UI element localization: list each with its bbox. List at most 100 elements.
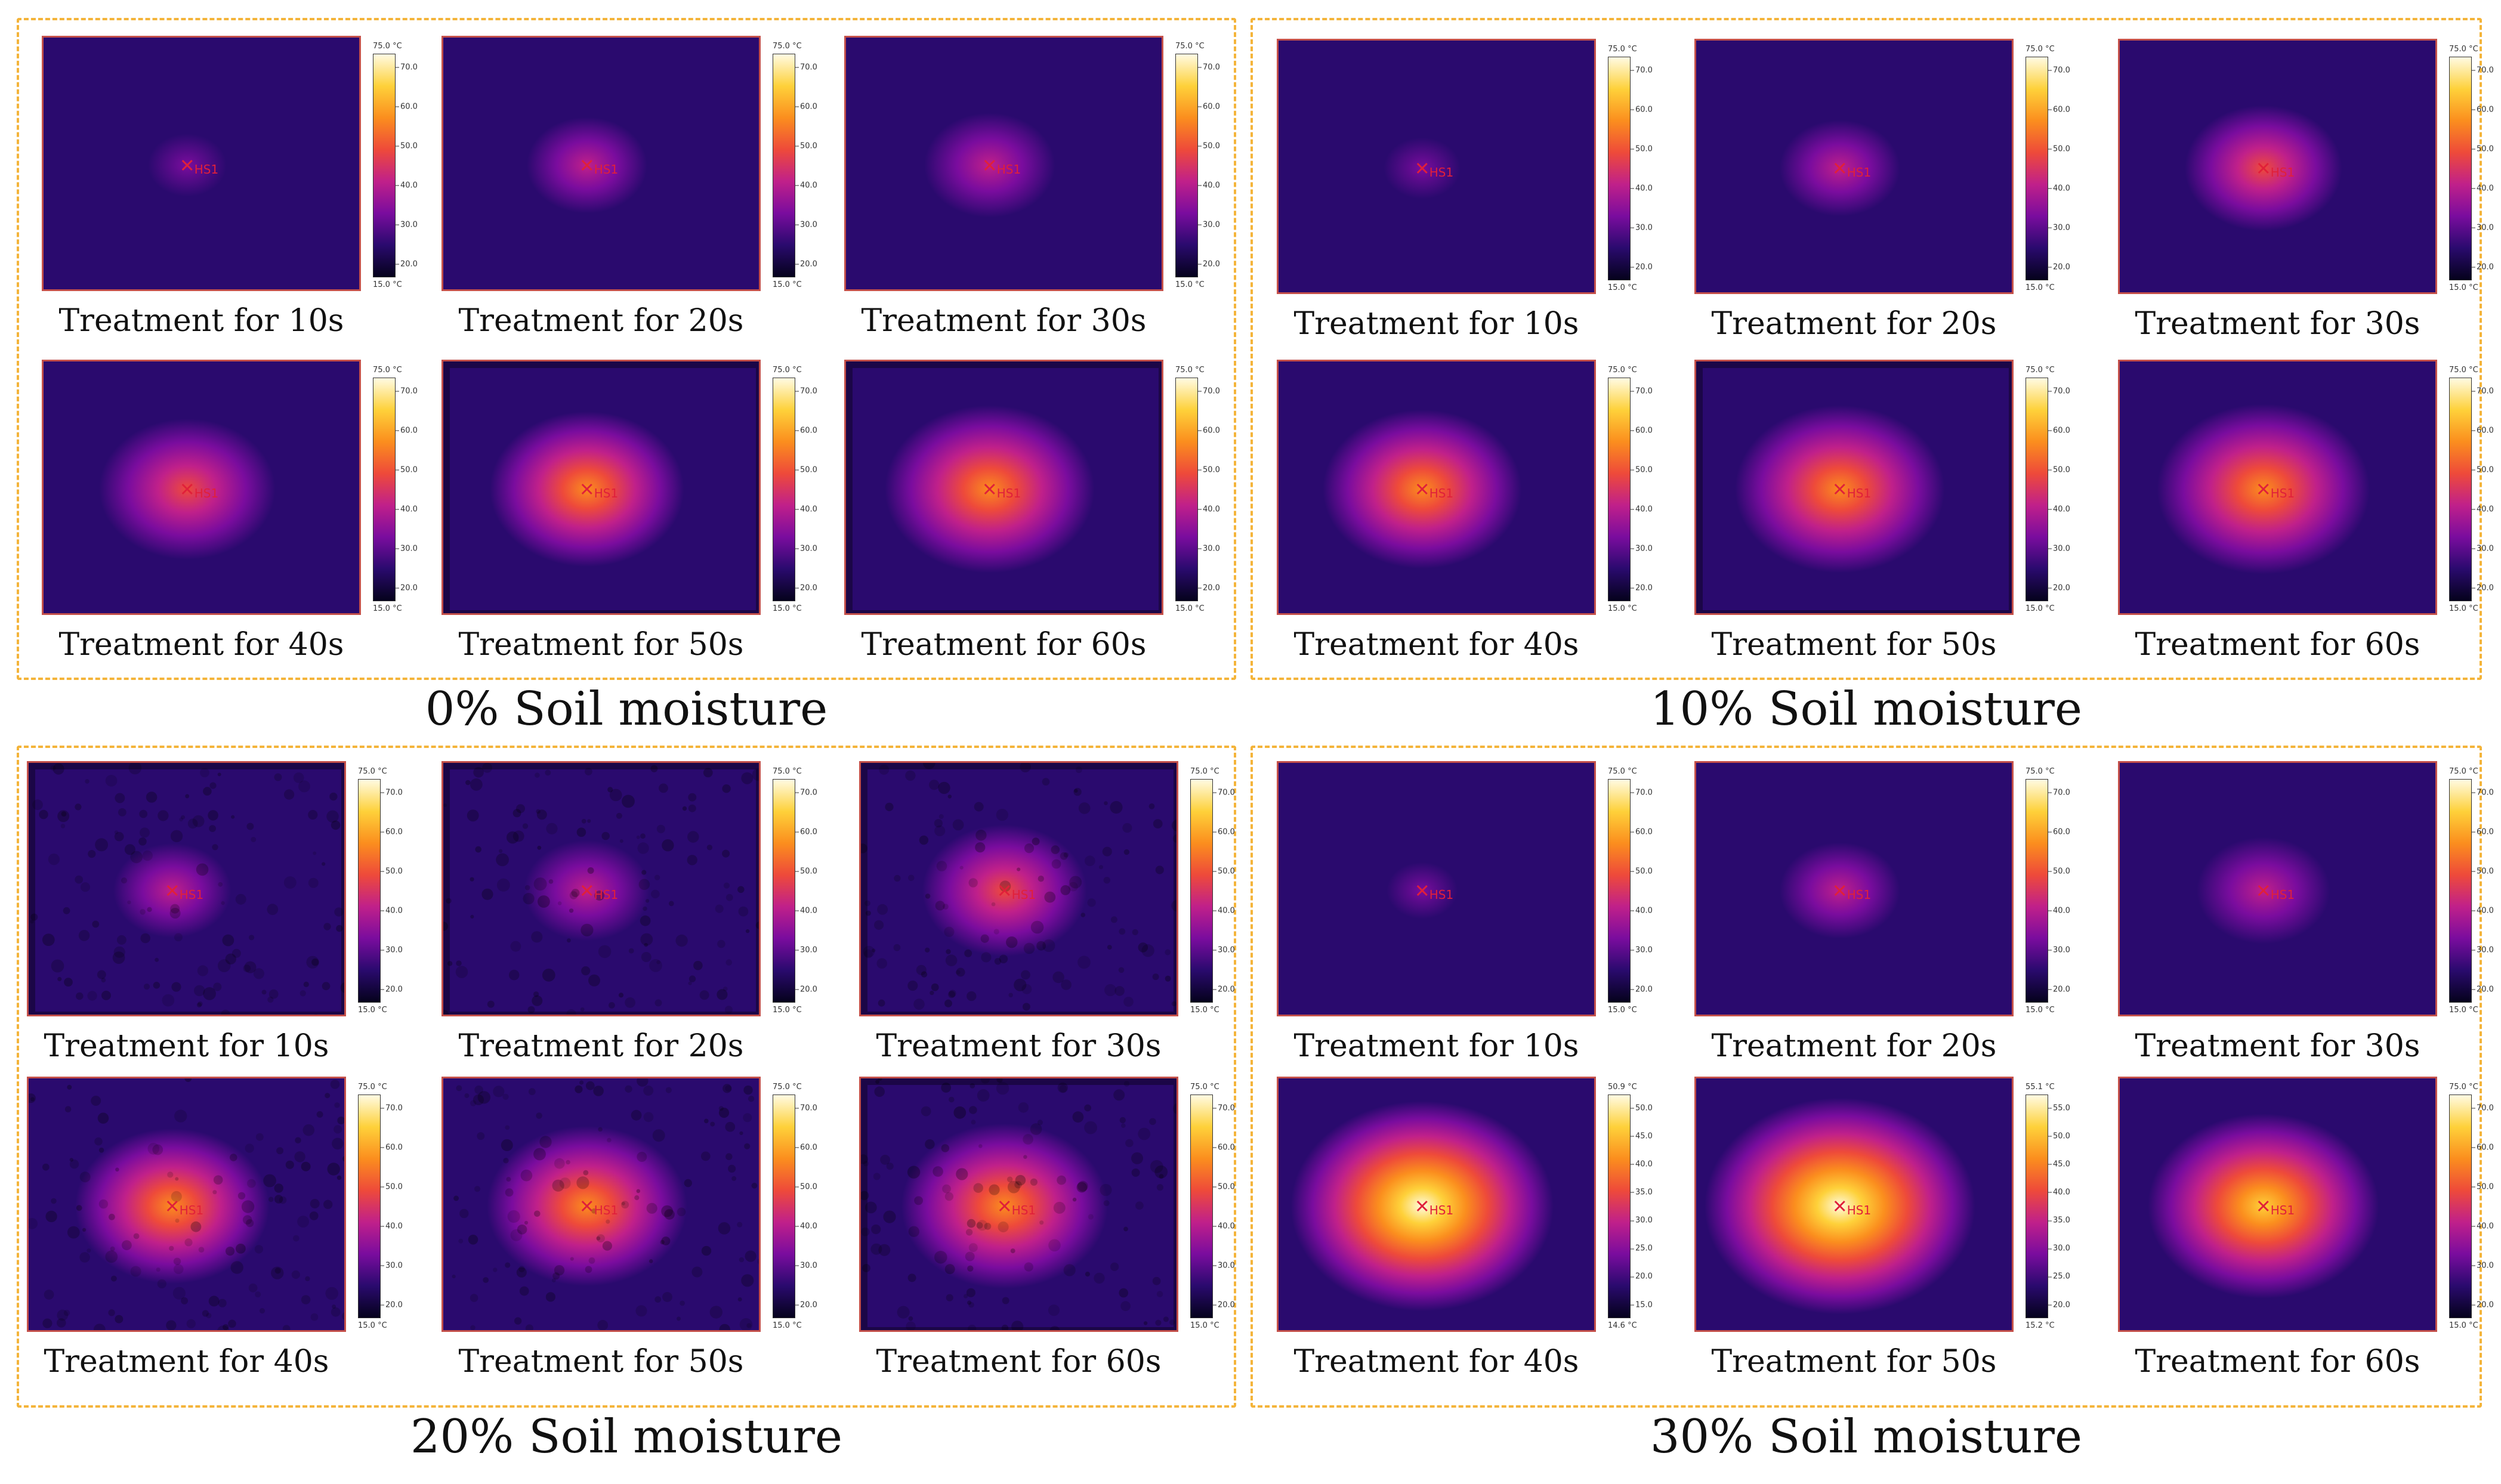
speckle — [680, 1300, 685, 1306]
scale-tick: 20.0 — [795, 1300, 817, 1309]
scale-tick: 30.0 — [396, 220, 418, 229]
scale-max-label: 75.0 °C — [773, 366, 802, 375]
scale-tick: 20.0 — [1213, 1300, 1235, 1309]
temperature-scale: 75.0 °C 70.0 60.0 50.0 40.0 30.0 20.0 15.0 °C — [773, 42, 844, 289]
speckle — [57, 810, 70, 823]
speckle — [906, 1321, 916, 1330]
speckle — [522, 823, 529, 829]
panel-caption: Treatment for 60s — [2135, 627, 2420, 663]
speckle — [1084, 855, 1095, 867]
speckle — [968, 878, 978, 888]
speckle — [637, 1078, 649, 1087]
scale-tick: 20.0 — [1213, 985, 1235, 994]
speckle — [285, 1160, 294, 1169]
speckle — [237, 1192, 246, 1199]
speckle — [596, 1236, 601, 1241]
speckle — [158, 810, 169, 821]
speckle — [254, 1245, 264, 1254]
speckle — [581, 966, 591, 976]
hotspot-marker — [1834, 885, 1845, 896]
scale-max-label: 75.0 °C — [2449, 1083, 2478, 1092]
scale-ticks: 70.0 60.0 50.0 40.0 30.0 20.0 — [795, 779, 842, 1003]
speckle — [739, 1257, 745, 1263]
scale-tick: 30.0 — [381, 945, 403, 954]
speckle — [1030, 920, 1044, 934]
speckle — [334, 1125, 342, 1134]
speckle — [967, 1265, 974, 1272]
speckle — [725, 1121, 736, 1132]
speckle — [949, 1096, 955, 1103]
scale-tick: 50.0 — [2472, 465, 2494, 474]
scale-tick: 20.0 — [1198, 259, 1220, 268]
speckle — [1048, 1239, 1061, 1252]
speckle — [925, 894, 931, 899]
speckle — [115, 793, 125, 803]
speckle — [76, 1205, 82, 1211]
speckle — [552, 1272, 560, 1280]
scale-max-label: 75.0 °C — [373, 366, 402, 375]
speckle — [609, 789, 622, 802]
speckle — [249, 935, 255, 941]
speckle — [1014, 978, 1027, 991]
scale-tick: 60.0 — [2048, 827, 2070, 836]
scale-tick: 60.0 — [795, 827, 817, 836]
panel-caption: Treatment for 50s — [458, 1344, 744, 1380]
speckle — [1110, 1262, 1119, 1271]
speckle — [621, 1201, 629, 1209]
speckle — [662, 839, 674, 852]
speckle — [996, 808, 1008, 821]
speckle — [121, 877, 128, 884]
speckle — [301, 1295, 311, 1304]
speckle — [61, 811, 67, 817]
speckle — [1141, 944, 1154, 957]
speckle — [175, 1219, 180, 1223]
speckle — [965, 1229, 973, 1236]
speckle — [1138, 1127, 1151, 1140]
hotspot-label: HS1 — [1847, 165, 1871, 180]
speckle — [75, 875, 84, 884]
speckle — [693, 960, 703, 970]
speckle — [688, 975, 696, 982]
thermal-image: HS1 — [42, 360, 361, 615]
speckle — [118, 808, 126, 817]
temperature-scale: 75.0 °C 70.0 60.0 50.0 40.0 30.0 20.0 15.0 °C — [373, 366, 444, 613]
speckle — [569, 908, 574, 913]
scale-tick: 60.0 — [1631, 426, 1653, 435]
scale-tick: 60.0 — [795, 426, 817, 435]
speckle — [637, 1152, 647, 1162]
speckle — [291, 1270, 300, 1279]
hotspot-label: HS1 — [1012, 888, 1036, 902]
speckle — [30, 919, 34, 924]
colorbar — [358, 1095, 381, 1318]
speckle — [98, 1199, 109, 1209]
scale-min-label: 15.0 °C — [1608, 283, 1637, 292]
scale-tick: 20.0 — [381, 985, 403, 994]
scale-tick: 60.0 — [1198, 102, 1220, 111]
speckle — [539, 1136, 552, 1148]
speckle — [946, 1294, 953, 1301]
speckle — [966, 1288, 975, 1297]
speckle — [203, 787, 212, 796]
speckle — [243, 964, 251, 972]
speckle — [703, 768, 713, 778]
speckle — [1114, 986, 1125, 996]
group-caption: 20% Soil moisture — [410, 1410, 843, 1464]
speckle — [755, 921, 759, 929]
speckle — [688, 804, 696, 812]
speckle — [505, 1262, 511, 1268]
speckle — [688, 793, 697, 802]
speckle — [668, 901, 674, 907]
speckle — [944, 926, 955, 937]
speckle — [140, 933, 150, 944]
hotspot-label: HS1 — [1429, 888, 1453, 902]
scale-ticks: 55.0 50.0 45.0 40.0 35.0 30.0 25.0 20.0 — [2048, 1095, 2095, 1318]
speckle — [710, 1121, 715, 1127]
speckle — [1042, 778, 1050, 786]
scale-tick: 50.0 — [795, 1182, 817, 1191]
scale-tick: 40.0 — [795, 906, 817, 915]
speckle — [209, 782, 217, 789]
speckle — [474, 1186, 481, 1192]
speckle — [458, 1238, 464, 1244]
speckle — [60, 824, 66, 828]
speckle — [1014, 1181, 1022, 1189]
